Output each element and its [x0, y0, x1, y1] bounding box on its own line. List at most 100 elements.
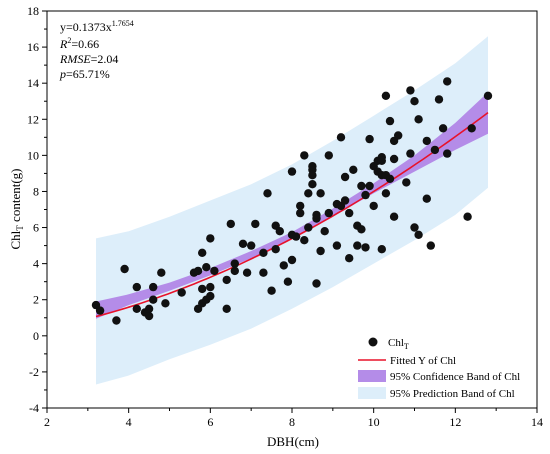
rmse-text: RMSE=2.04	[59, 52, 118, 66]
data-point	[410, 97, 419, 106]
data-point	[332, 241, 342, 250]
data-point	[324, 151, 333, 160]
y-tick-label: -2	[29, 365, 39, 379]
data-point	[271, 245, 280, 254]
legend-confidence-label: 95% Confidence Band of Chl	[390, 371, 520, 383]
data-point	[463, 212, 472, 221]
data-point	[238, 239, 248, 248]
x-axis-title: DBH(cm)	[267, 434, 319, 449]
data-point	[312, 210, 321, 220]
data-point	[259, 248, 268, 257]
y-tick-label: 14	[27, 76, 39, 90]
y-tick-label: 10	[27, 148, 39, 162]
data-point	[357, 181, 366, 191]
data-point	[132, 282, 141, 292]
data-point	[230, 259, 239, 268]
axes-layer: 2 4 6 8 10 12 14 -4 -2 0 2 4 6 8 10 12 14 16 18	[27, 4, 543, 429]
data-point	[410, 223, 419, 232]
data-point	[381, 91, 391, 101]
data-point	[381, 189, 391, 198]
data-point	[340, 172, 350, 182]
legend: ChlT Fitted Y of Chl 95% Confidence Band…	[358, 337, 520, 400]
data-point	[385, 116, 395, 126]
data-point	[300, 151, 309, 160]
data-point	[267, 286, 276, 295]
points-layer	[91, 77, 493, 325]
stats-annotation: y=0.1373x1.7654 R2=0.66 RMSE=2.04 p=65.7…	[59, 19, 134, 81]
data-point	[430, 145, 440, 155]
data-point	[206, 291, 215, 301]
data-point	[161, 299, 170, 308]
data-point	[300, 236, 309, 245]
data-point	[385, 174, 395, 183]
data-point	[414, 115, 423, 124]
data-point	[144, 304, 154, 313]
data-point	[467, 124, 476, 133]
x-tick-label: 8	[289, 415, 295, 429]
data-point	[345, 208, 354, 218]
data-point	[361, 190, 370, 200]
data-point	[336, 133, 346, 142]
data-point	[361, 243, 370, 252]
data-point	[291, 232, 301, 241]
data-point	[149, 282, 158, 292]
y-tick-label: -4	[29, 401, 39, 415]
data-point	[369, 201, 378, 211]
y-tick-label: 18	[27, 4, 39, 18]
data-point	[308, 180, 317, 189]
data-point	[402, 178, 411, 187]
data-point	[340, 196, 350, 205]
data-point	[389, 154, 399, 164]
data-point	[230, 266, 239, 276]
data-point	[353, 241, 362, 250]
y-axis-title: ChlT content(g)	[8, 169, 25, 250]
data-point	[193, 266, 203, 276]
data-point	[157, 268, 166, 277]
x-tick-label: 10	[368, 415, 380, 429]
data-point	[287, 255, 297, 265]
x-tick-label: 12	[449, 415, 461, 429]
equation-text: y=0.1373x1.7654	[60, 19, 134, 34]
x-tick-label: 2	[44, 415, 50, 429]
data-point	[422, 136, 431, 146]
data-point	[406, 149, 415, 158]
data-point	[242, 268, 252, 277]
x-tick-label: 14	[531, 415, 543, 429]
confidence-band	[96, 92, 488, 319]
data-point	[206, 282, 215, 292]
data-point	[345, 254, 354, 263]
data-point	[349, 165, 358, 174]
data-point	[426, 241, 435, 250]
data-point	[304, 223, 313, 232]
data-point	[210, 266, 219, 276]
data-point	[132, 304, 141, 313]
p-value-text: p=65.71%	[59, 67, 110, 81]
legend-prediction-swatch	[358, 387, 386, 399]
prediction-band	[96, 36, 488, 385]
legend-fit-label: Fitted Y of Chl	[390, 355, 456, 367]
data-point	[483, 91, 493, 101]
data-point	[198, 284, 207, 294]
data-point	[287, 167, 297, 176]
data-point	[394, 131, 403, 140]
data-point	[247, 241, 256, 250]
data-point	[222, 275, 231, 285]
data-point	[202, 263, 211, 272]
data-point	[95, 306, 105, 315]
data-point	[296, 208, 305, 218]
data-point	[377, 156, 386, 165]
data-point	[251, 219, 260, 229]
data-point	[389, 212, 399, 221]
y-tick-label: 8	[33, 184, 39, 198]
data-point	[434, 95, 444, 104]
legend-points-label: ChlT	[388, 337, 409, 351]
data-point	[377, 245, 386, 254]
data-point	[406, 86, 415, 95]
r2-text: R2=0.66	[59, 36, 99, 51]
data-point	[275, 227, 284, 236]
legend-point-swatch	[368, 337, 378, 347]
band-layer	[96, 36, 488, 385]
data-point	[177, 288, 186, 297]
legend-confidence-swatch	[358, 370, 386, 382]
legend-prediction-label: 95% Prediction Band of Chl	[390, 388, 515, 400]
